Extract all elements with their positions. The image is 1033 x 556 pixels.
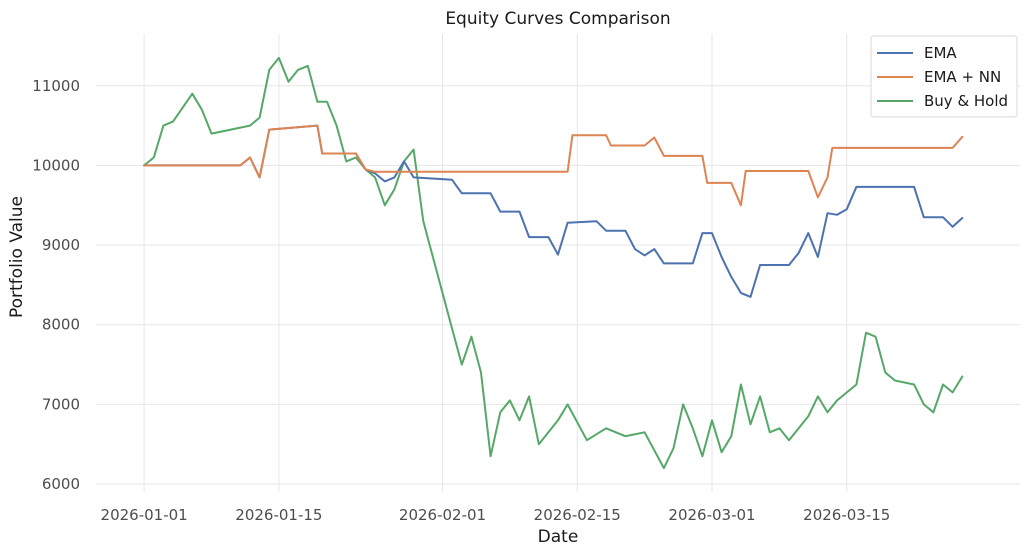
y-tick-label: 7000 — [42, 395, 80, 413]
x-tick-label: 2026-01-01 — [101, 506, 188, 524]
x-tick-label: 2026-03-01 — [668, 506, 755, 524]
y-tick-label: 6000 — [42, 475, 80, 493]
series-line-ema-nn — [143, 124, 964, 207]
tick-labels: 6000 7000 8000 9000 10000 11000 2026-01-01 2026… — [32, 77, 890, 524]
legend-label: EMA + NN — [924, 68, 1001, 86]
x-tick-label: 2026-01-15 — [235, 506, 322, 524]
y-axis-title: Portfolio Value — [7, 196, 27, 318]
legend-box — [870, 35, 1018, 118]
legend-label: EMA — [924, 44, 957, 62]
legend: EMA EMA + NN Buy & Hold — [870, 35, 1018, 118]
x-tick-label: 2026-02-15 — [534, 506, 621, 524]
x-tick-label: 2026-03-15 — [803, 506, 890, 524]
series-line-buy-hold — [143, 56, 964, 470]
legend-label: Buy & Hold — [924, 92, 1008, 110]
grid — [96, 34, 1020, 492]
y-tick-label: 8000 — [42, 316, 80, 334]
series-line-ema — [143, 124, 964, 298]
series-lines — [143, 56, 964, 470]
x-tick-label: 2026-02-01 — [399, 506, 486, 524]
chart-title: Equity Curves Comparison — [445, 9, 670, 29]
y-tick-label: 9000 — [42, 236, 80, 254]
y-tick-label: 11000 — [32, 77, 80, 95]
y-tick-label: 10000 — [32, 156, 80, 174]
x-axis-title: Date — [538, 527, 579, 547]
